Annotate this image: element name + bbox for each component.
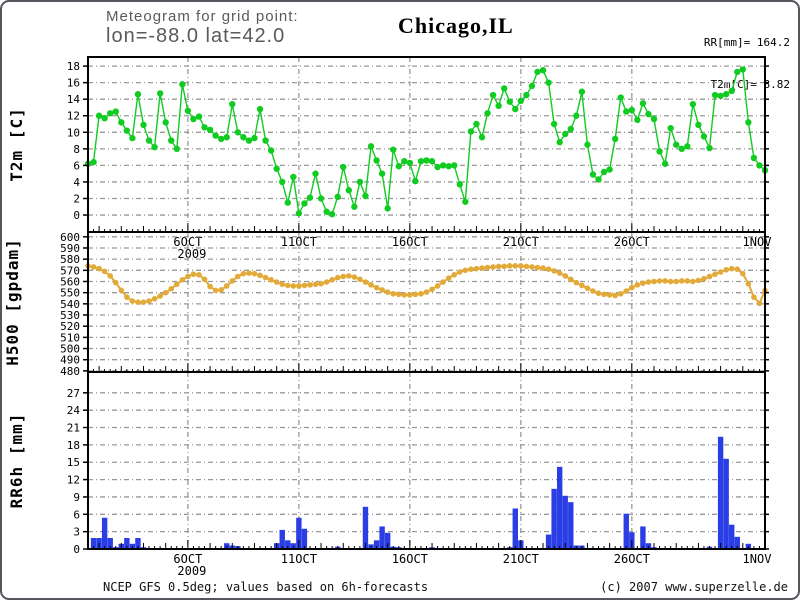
y-tick-label: 570 xyxy=(60,264,80,277)
copyright-note: (c) 2007 www.superzelle.de xyxy=(600,580,788,594)
y-tick-label: 2 xyxy=(73,192,80,205)
y-tick-label: 21 xyxy=(67,422,80,435)
y-tick-label: 540 xyxy=(60,298,80,311)
y-tick-label: 530 xyxy=(60,309,80,322)
x-tick-year-label: 2009 xyxy=(177,247,206,261)
y-tick-label: 14 xyxy=(67,93,81,106)
x-tick-label: 21OCT xyxy=(503,552,539,566)
y-tick-label: 0 xyxy=(73,209,80,222)
y-tick-label: 580 xyxy=(60,253,80,266)
x-tick-year-label: 2009 xyxy=(177,564,206,578)
y-tick-label: 600 xyxy=(60,231,80,244)
grid-point-coordinates: lon=-88.0 lat=42.0 xyxy=(106,25,286,47)
y-tick-label: 0 xyxy=(73,543,80,556)
x-tick-label: 11OCT xyxy=(281,552,317,566)
y-tick-label: 18 xyxy=(67,60,80,73)
y-tick-label: 18 xyxy=(67,439,80,452)
x-tick-label: 6OCT xyxy=(173,235,202,249)
y-tick-label: 8 xyxy=(73,143,80,156)
h500-axis-title: H500 [gpdam] xyxy=(3,238,22,366)
x-tick-label: 26OCT xyxy=(614,552,650,566)
station-title: Chicago,IL xyxy=(398,13,514,38)
y-tick-label: 550 xyxy=(60,287,80,300)
x-tick-label: 16OCT xyxy=(392,552,428,566)
x-tick-label: 16OCT xyxy=(392,235,428,249)
x-tick-label: 26OCT xyxy=(614,235,650,249)
y-tick-label: 480 xyxy=(60,365,80,378)
x-tick-label: 21OCT xyxy=(503,235,539,249)
y-tick-label: 510 xyxy=(60,331,80,344)
y-tick-label: 6 xyxy=(73,159,80,172)
summary-totals: RR[mm]= 164.2 T2m[C]= 8.82 xyxy=(704,8,790,106)
total-precipitation-value: RR[mm]= 164.2 xyxy=(703,36,790,49)
y-tick-label: 24 xyxy=(67,404,81,417)
h500-series xyxy=(85,263,768,307)
y-tick-label: 10 xyxy=(67,126,80,139)
x-tick-label: 11OCT xyxy=(281,235,317,249)
y-tick-label: 12 xyxy=(67,110,80,123)
y-tick-label: 27 xyxy=(67,387,80,400)
y-tick-label: 12 xyxy=(67,474,80,487)
y-tick-label: 6 xyxy=(73,508,80,521)
y-tick-label: 3 xyxy=(73,526,80,539)
y-tick-label: 500 xyxy=(60,343,80,356)
data-source-note: NCEP GFS 0.5deg; values based on 6h-fore… xyxy=(103,580,429,594)
y-tick-label: 490 xyxy=(60,354,80,367)
y-tick-label: 16 xyxy=(67,77,80,90)
y-tick-label: 15 xyxy=(67,456,80,469)
y-tick-label: 9 xyxy=(73,491,80,504)
y-tick-label: 590 xyxy=(60,242,80,255)
x-tick-label: 1NOV xyxy=(743,552,772,566)
t2m-axis-title: T2m [C] xyxy=(7,107,26,181)
t2m-series xyxy=(84,66,769,218)
x-tick-label: 6OCT xyxy=(173,552,202,566)
y-tick-label: 4 xyxy=(73,176,80,189)
y-tick-label: 520 xyxy=(60,320,80,333)
y-tick-label: 560 xyxy=(60,275,80,288)
rr6h-axis-title: RR6h [mm] xyxy=(7,413,26,509)
chart-subtitle: Meteogram for grid point: xyxy=(106,8,299,25)
